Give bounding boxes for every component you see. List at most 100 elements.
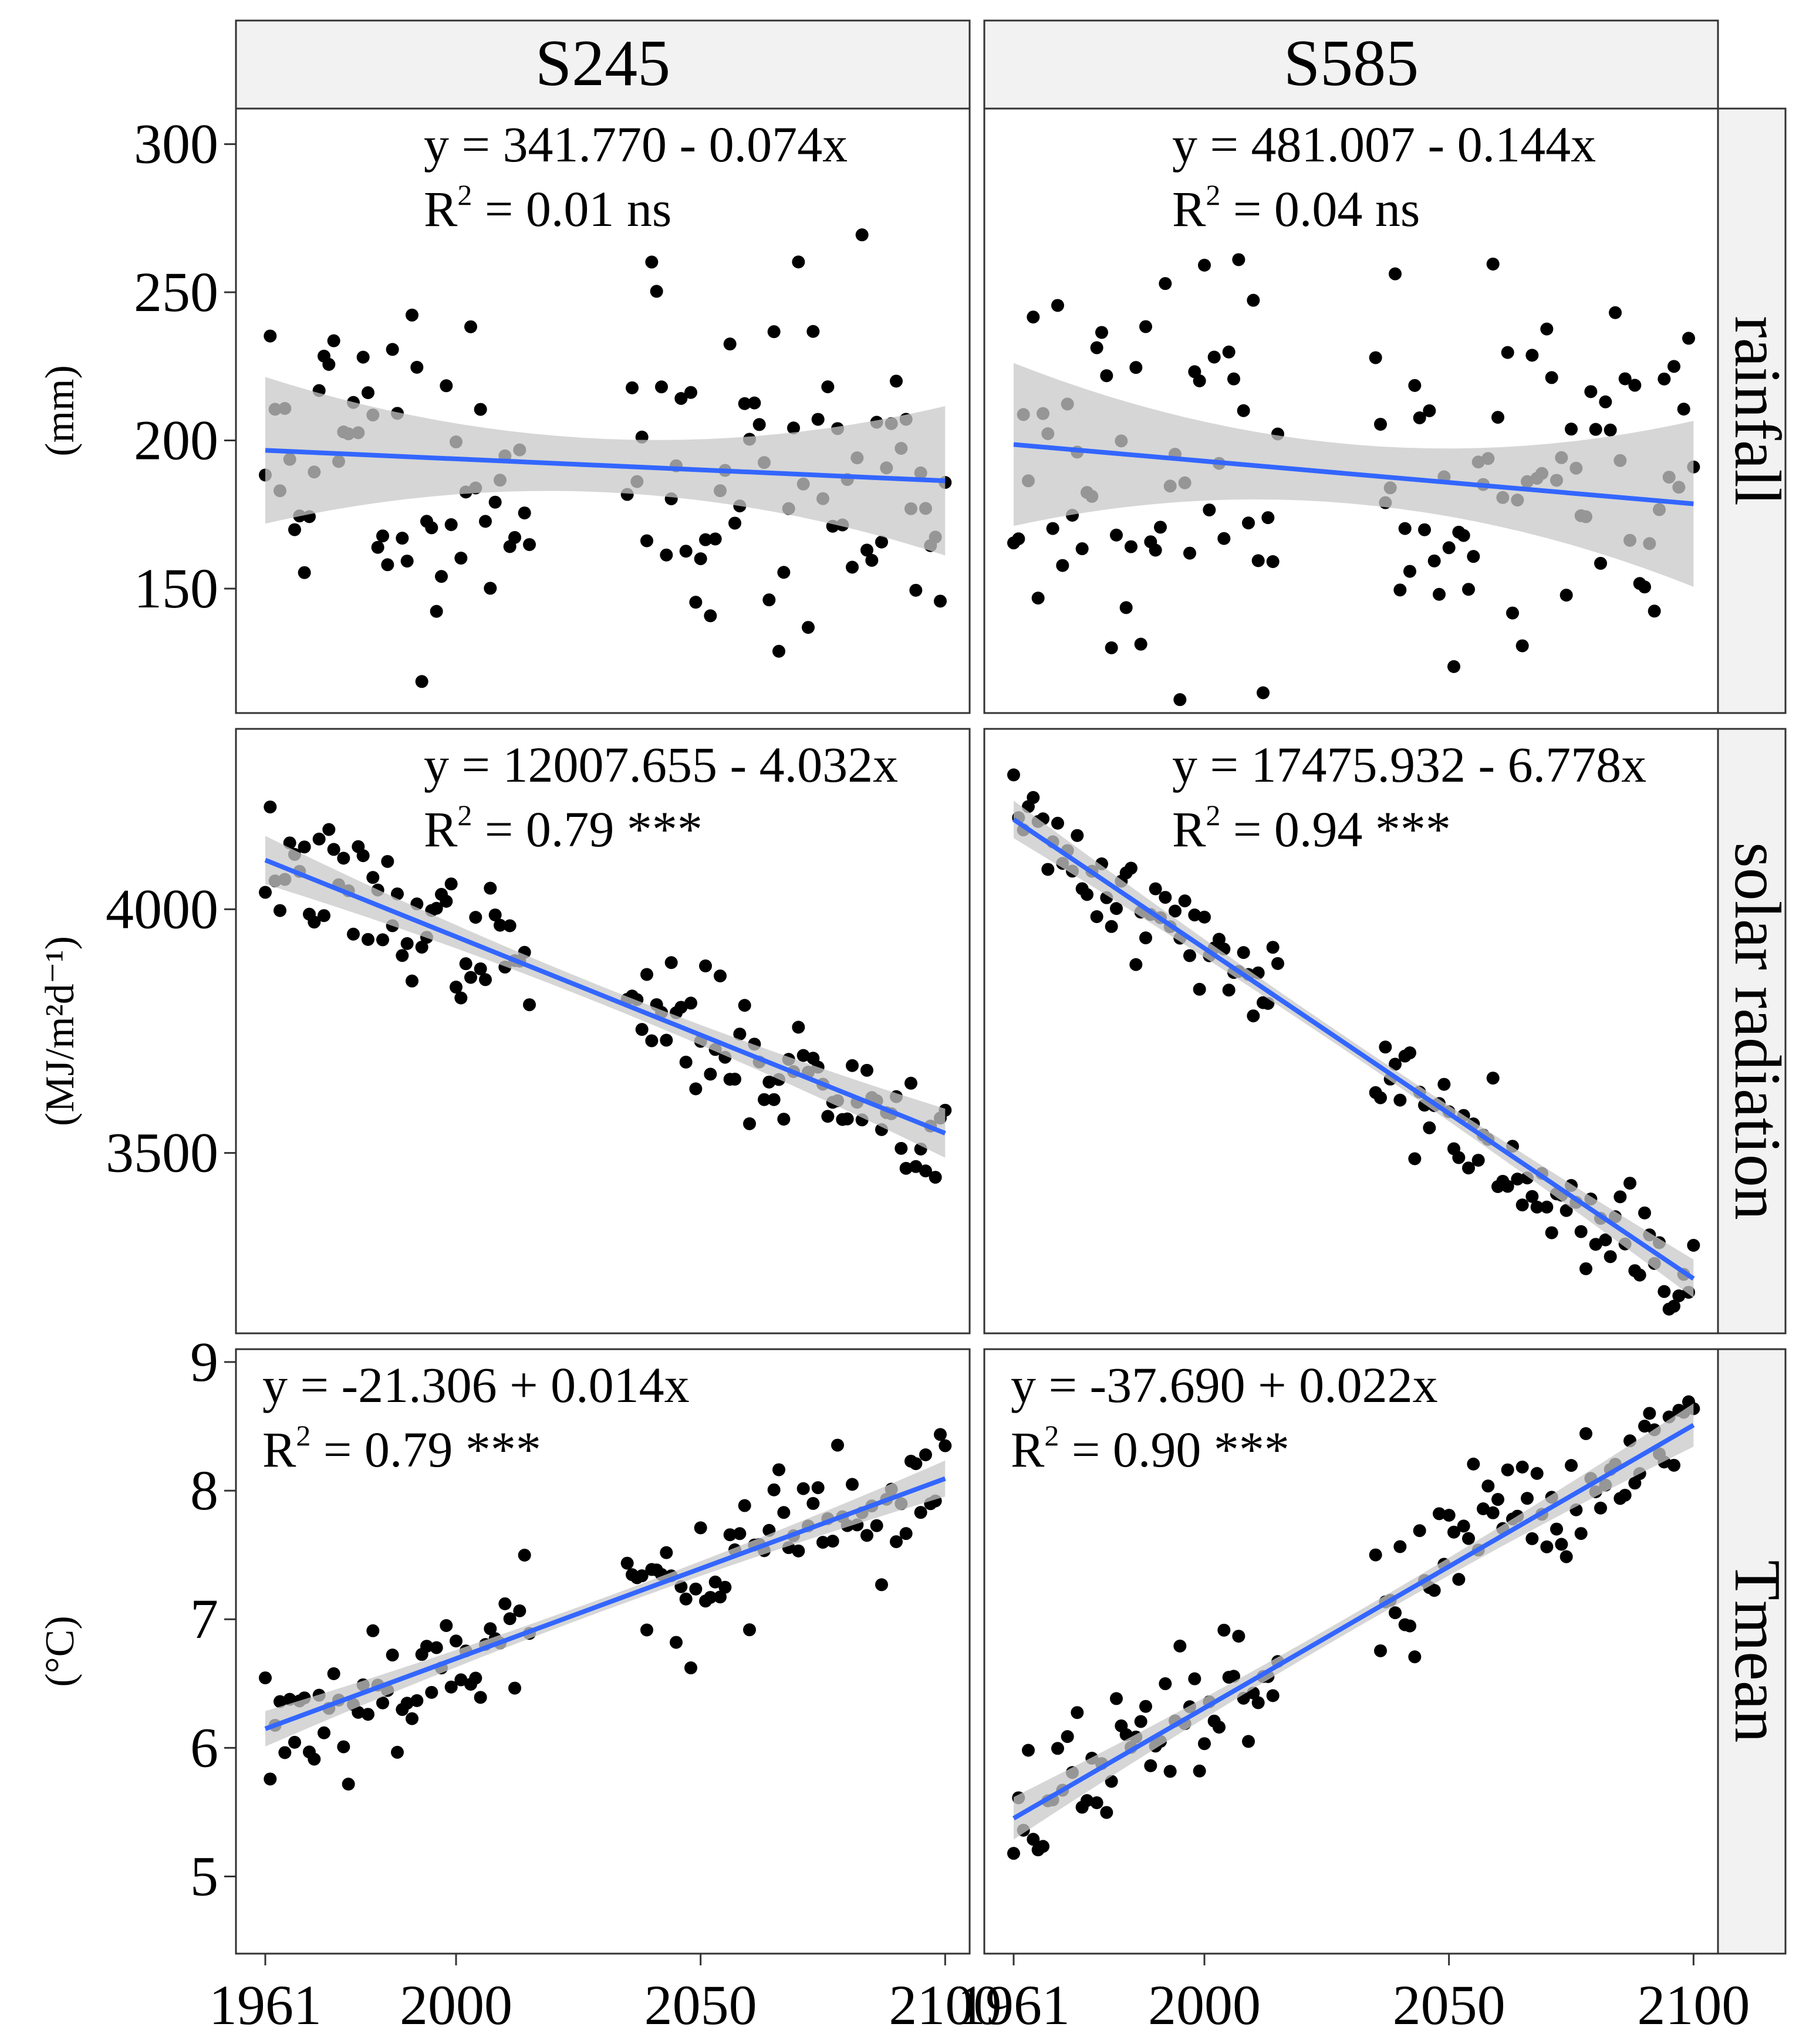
data-point [914, 1506, 927, 1519]
data-point [362, 386, 374, 400]
r-squared-label: R2 = 0.90 *** [1011, 1419, 1290, 1478]
data-point [1427, 554, 1441, 567]
x-tick-label: 2100 [889, 1974, 1001, 2036]
data-point [860, 1529, 873, 1542]
data-point [337, 1740, 350, 1754]
regression-line [1012, 817, 1695, 1281]
data-point [1232, 1630, 1245, 1643]
data-point [1433, 587, 1446, 601]
data-point [670, 1636, 683, 1649]
data-point [1638, 580, 1651, 594]
data-point [821, 380, 835, 394]
y-tick-label: 8 [190, 1459, 218, 1522]
data-point [1574, 1527, 1588, 1540]
data-point [1193, 982, 1206, 996]
data-point [890, 1535, 903, 1549]
data-point [1452, 1573, 1466, 1586]
data-point [376, 933, 389, 947]
data-point [1251, 554, 1265, 567]
data-point [939, 1439, 952, 1452]
data-point [366, 871, 380, 884]
data-point [1413, 411, 1426, 424]
data-point [386, 1648, 399, 1662]
data-point [1227, 372, 1240, 386]
data-point [425, 521, 438, 535]
data-point [846, 1059, 859, 1072]
y-tick-label: 200 [134, 408, 218, 471]
r-squared-label: R2 = 0.79 *** [262, 1419, 541, 1478]
data-point [1579, 1262, 1592, 1275]
data-point [362, 933, 374, 946]
data-point [1251, 1696, 1265, 1709]
data-point [909, 1457, 923, 1471]
data-point [1668, 360, 1680, 373]
data-point [406, 1712, 418, 1725]
data-point [1423, 1121, 1436, 1134]
data-point [356, 350, 370, 364]
data-point [748, 396, 761, 410]
data-point [288, 1735, 301, 1749]
data-point [1374, 417, 1387, 431]
data-point [1658, 1285, 1671, 1298]
data-point [371, 540, 384, 554]
panel-Tmean-S245: y = -21.306 + 0.014x R2 = 0.79 *** [235, 1348, 971, 1955]
data-point [1540, 1540, 1554, 1553]
data-point [366, 1624, 380, 1637]
data-point [469, 1671, 482, 1685]
data-point [1672, 1289, 1686, 1303]
data-point [523, 998, 536, 1012]
data-point [846, 560, 859, 574]
data-point [1393, 583, 1407, 597]
data-point [474, 1691, 487, 1704]
data-point [1110, 902, 1123, 915]
data-point [728, 1072, 741, 1086]
data-point [327, 1667, 340, 1680]
data-point [660, 1033, 673, 1047]
data-point [796, 1482, 810, 1495]
data-point [1242, 1735, 1255, 1748]
data-point [792, 1021, 805, 1034]
data-point [1604, 1250, 1617, 1263]
data-point [1433, 1507, 1446, 1521]
data-point [396, 949, 409, 962]
data-point [738, 397, 751, 410]
data-point [381, 558, 394, 572]
data-point [430, 604, 443, 618]
data-point [1467, 1457, 1480, 1471]
data-point [1638, 1420, 1651, 1433]
regression-equation: y = -21.306 + 0.014x [262, 1357, 690, 1413]
data-point [1682, 332, 1695, 345]
data-point [811, 1481, 825, 1495]
data-point [743, 1117, 756, 1130]
data-point [1369, 1548, 1382, 1562]
data-point [391, 1745, 404, 1759]
data-point [1389, 1606, 1402, 1620]
data-point [1579, 1427, 1592, 1440]
data-point [714, 969, 727, 983]
data-point [679, 1592, 693, 1606]
data-point [508, 1681, 521, 1695]
data-point [1648, 604, 1661, 618]
data-point [312, 832, 326, 846]
data-point [1486, 257, 1500, 271]
data-point [635, 1569, 649, 1583]
data-point [1545, 1226, 1558, 1239]
data-point [650, 285, 663, 298]
data-point [728, 516, 741, 530]
data-point [679, 1055, 693, 1069]
data-point [660, 548, 673, 562]
data-point [1242, 516, 1255, 530]
data-point [704, 1590, 717, 1604]
data-point [1550, 1522, 1563, 1536]
data-point [1677, 403, 1690, 416]
data-point [1129, 958, 1143, 971]
data-point [1051, 299, 1064, 312]
data-point [777, 1506, 791, 1519]
data-point [1051, 1742, 1064, 1755]
data-point [689, 596, 703, 609]
data-point [1247, 1009, 1260, 1023]
data-point [1408, 1650, 1422, 1664]
data-point [1149, 882, 1162, 896]
data-point [1628, 1477, 1642, 1490]
data-point [1159, 277, 1172, 290]
